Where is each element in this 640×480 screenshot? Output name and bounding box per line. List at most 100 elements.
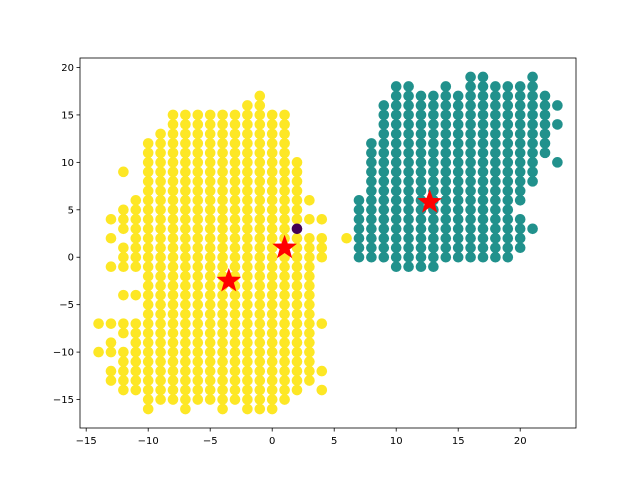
scatter-point: [403, 100, 414, 111]
scatter-point: [490, 242, 501, 254]
scatter-point: [527, 128, 538, 140]
scatter-point: [279, 119, 290, 130]
scatter-point: [204, 176, 216, 187]
scatter-point: [304, 280, 315, 291]
y-tick-label: 0: [68, 253, 74, 264]
scatter-point: [266, 384, 278, 396]
scatter-point: [502, 166, 514, 178]
scatter-point: [440, 119, 452, 130]
scatter-point: [167, 242, 179, 254]
scatter-point: [477, 242, 489, 254]
scatter-point: [266, 251, 278, 263]
scatter-point: [465, 138, 476, 149]
scatter-point: [428, 138, 439, 149]
scatter-point: [539, 90, 551, 102]
scatter-point: [304, 308, 315, 320]
scatter-point: [403, 81, 414, 92]
scatter-point: [490, 81, 501, 92]
scatter-point: [378, 119, 390, 130]
scatter-point: [452, 213, 464, 225]
scatter-point: [204, 327, 216, 339]
scatter-point: [514, 166, 526, 178]
scatter-point: [279, 185, 290, 197]
scatter-point: [440, 204, 452, 216]
scatter-point: [291, 213, 303, 225]
scatter-point: [118, 346, 129, 358]
scatter-point: [204, 223, 216, 235]
scatter-point: [304, 375, 315, 386]
scatter-point: [452, 90, 464, 102]
scatter-point: [254, 346, 266, 358]
scatter-point: [192, 109, 204, 121]
scatter-point: [452, 185, 464, 197]
scatter-point: [428, 223, 439, 235]
scatter-point: [180, 318, 191, 329]
scatter-point: [229, 157, 241, 168]
scatter-point: [118, 318, 129, 329]
scatter-point: [390, 204, 402, 216]
scatter-point: [155, 356, 166, 367]
scatter-point: [440, 251, 452, 263]
scatter-point: [415, 166, 427, 178]
scatter-point: [180, 365, 191, 377]
scatter-point: [279, 128, 290, 140]
scatter-point: [242, 119, 253, 130]
scatter-point: [390, 147, 402, 159]
scatter-point: [279, 327, 290, 339]
scatter-point: [118, 356, 129, 367]
scatter-point: [217, 195, 228, 206]
scatter-point: [167, 356, 179, 367]
scatter-point: [142, 223, 154, 235]
scatter-point: [204, 195, 216, 206]
scatter-point: [403, 261, 414, 273]
scatter-point: [180, 384, 191, 396]
scatter-point: [192, 270, 204, 282]
scatter-point: [242, 346, 253, 358]
x-tick-label: −15: [76, 436, 97, 447]
scatter-point: [254, 403, 266, 415]
scatter-point: [217, 403, 228, 415]
scatter-point: [266, 128, 278, 140]
scatter-point: [130, 232, 142, 244]
scatter-point: [502, 119, 514, 130]
scatter-point: [155, 384, 166, 396]
scatter-point: [539, 109, 551, 121]
scatter-point: [180, 327, 191, 339]
scatter-point: [167, 166, 179, 178]
scatter-point: [440, 213, 452, 225]
scatter-point: [378, 242, 390, 254]
scatter-point: [390, 232, 402, 244]
y-tick-label: −5: [59, 300, 74, 311]
scatter-point: [204, 242, 216, 254]
scatter-point: [415, 90, 427, 102]
scatter-point: [514, 176, 526, 187]
scatter-point: [142, 299, 154, 310]
scatter-point: [229, 261, 241, 273]
scatter-point: [366, 204, 377, 216]
scatter-point: [217, 384, 228, 396]
scatter-point: [291, 204, 303, 216]
scatter-point: [291, 337, 303, 348]
scatter-point: [291, 223, 303, 235]
scatter-point: [180, 109, 191, 121]
scatter-point: [180, 147, 191, 159]
scatter-point: [204, 128, 216, 140]
x-tick-label: 15: [452, 436, 465, 447]
scatter-point: [254, 337, 266, 348]
scatter-point: [502, 157, 514, 168]
scatter-point: [180, 289, 191, 301]
scatter-point: [155, 280, 166, 291]
scatter-point: [192, 308, 204, 320]
scatter-point: [428, 90, 439, 102]
scatter-point: [130, 337, 142, 348]
scatter-point: [266, 299, 278, 310]
scatter-point: [477, 147, 489, 159]
scatter-point: [403, 128, 414, 140]
scatter-point: [279, 223, 290, 235]
scatter-point: [279, 176, 290, 187]
centroid-star-marker: [272, 234, 297, 259]
scatter-point: [502, 223, 514, 235]
scatter-point: [428, 109, 439, 121]
scatter-point: [229, 289, 241, 301]
scatter-point: [180, 195, 191, 206]
